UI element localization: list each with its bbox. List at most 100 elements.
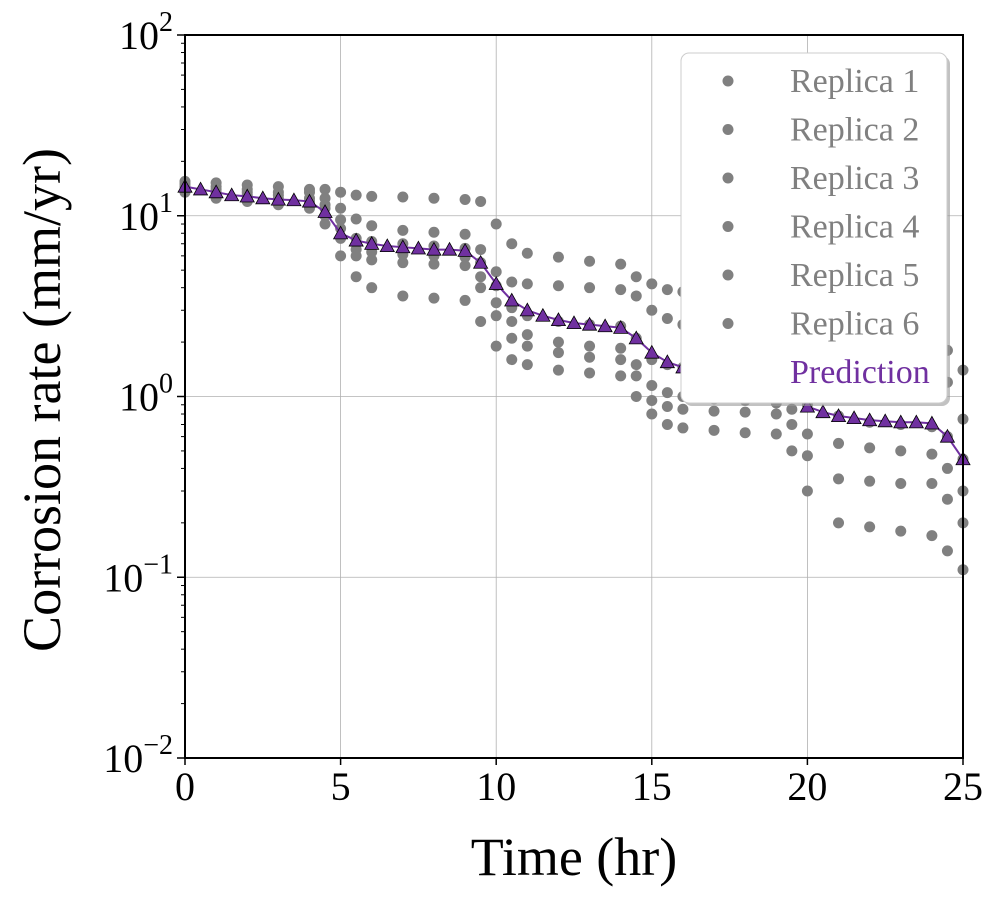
data-point: [397, 257, 409, 269]
data-point: [350, 189, 362, 201]
data-point: [646, 395, 658, 407]
data-point: [584, 367, 596, 379]
data-point: [615, 284, 627, 296]
data-point: [739, 427, 751, 439]
data-point: [397, 224, 409, 236]
x-tick-label: 20: [787, 764, 827, 809]
tick-layer: 0 5 10 15 20 25 10−2 10−1 100 101 102: [103, 7, 983, 809]
data-point: [366, 190, 378, 202]
data-point: [552, 336, 564, 348]
data-point: [661, 313, 673, 325]
prediction-point: [893, 414, 909, 429]
data-point: [506, 315, 518, 327]
data-point: [335, 250, 347, 262]
data-point: [630, 271, 642, 283]
legend-label: Replica 6: [790, 306, 919, 343]
data-point: [926, 530, 938, 542]
data-point: [646, 380, 658, 392]
y-axis-label: Corrosion rate (mm/yr): [12, 148, 72, 652]
prediction-point: [581, 316, 598, 331]
legend-marker: [722, 269, 734, 281]
prediction-point: [239, 188, 255, 203]
data-point: [786, 445, 798, 457]
y-tick-label: 10−2: [103, 730, 173, 781]
data-point: [630, 391, 642, 402]
data-point: [941, 545, 953, 557]
data-point: [428, 258, 440, 270]
y-tick-label: 102: [119, 7, 173, 58]
data-point: [428, 292, 440, 304]
data-point: [630, 359, 642, 371]
data-point: [475, 271, 487, 283]
data-point: [677, 422, 689, 434]
data-point: [770, 428, 782, 440]
data-point: [475, 195, 487, 207]
data-point: [584, 255, 596, 267]
prediction-point: [441, 241, 458, 256]
prediction-point: [815, 404, 831, 419]
prediction-point: [410, 240, 427, 255]
data-point: [490, 340, 502, 352]
data-point: [552, 364, 564, 376]
data-point: [615, 342, 627, 354]
data-point: [801, 428, 813, 440]
data-point: [459, 294, 471, 306]
legend-label: Replica 2: [790, 112, 919, 149]
legend-box: [680, 52, 948, 404]
data-point: [521, 247, 533, 259]
prediction-point: [301, 193, 318, 208]
data-point: [770, 408, 782, 420]
data-point: [319, 183, 331, 195]
prediction-point: [597, 318, 613, 333]
data-point: [459, 228, 471, 240]
data-point: [552, 347, 564, 359]
prediction-point: [379, 238, 395, 253]
prediction-point: [255, 190, 271, 205]
prediction-point: [659, 354, 676, 369]
prediction-point: [208, 184, 224, 199]
prediction-point: [830, 408, 847, 423]
legend-label: Prediction: [790, 354, 930, 391]
legend-marker: [722, 75, 734, 87]
legend-marker: [722, 124, 734, 135]
data-point: [864, 442, 876, 454]
data-point: [926, 448, 938, 460]
data-point: [506, 238, 518, 250]
data-point: [895, 525, 907, 537]
data-point: [475, 315, 487, 327]
data-point: [895, 445, 907, 457]
data-point: [646, 408, 658, 420]
data-point: [833, 473, 845, 485]
y-tick-label: 101: [119, 188, 173, 239]
data-point: [521, 340, 533, 352]
data-point: [708, 424, 720, 436]
data-point: [552, 251, 564, 263]
prediction-point: [644, 344, 660, 359]
data-point: [708, 405, 720, 417]
legend: Replica 1 Replica 2 Replica 3 Replica 4 Repl…: [680, 52, 950, 406]
prediction-point: [550, 312, 567, 326]
data-point: [350, 213, 362, 225]
legend-marker: [722, 221, 734, 232]
prediction-point: [908, 414, 924, 429]
data-point: [941, 462, 953, 474]
data-point: [833, 437, 845, 449]
data-point: [926, 478, 938, 490]
data-point: [490, 266, 502, 278]
data-point: [350, 250, 362, 262]
data-point: [864, 521, 876, 533]
data-point: [864, 475, 876, 487]
legend-label: Replica 1: [790, 63, 919, 100]
data-point: [786, 403, 798, 415]
data-point: [630, 370, 642, 382]
data-point: [459, 260, 471, 272]
data-point: [506, 332, 518, 344]
prediction-point: [861, 412, 878, 427]
legend-marker: [722, 318, 734, 329]
data-point: [428, 192, 440, 204]
legend-label: Replica 4: [790, 209, 919, 246]
data-point: [661, 418, 673, 430]
data-point: [615, 370, 627, 382]
x-tick-label: 25: [943, 764, 983, 809]
data-point: [335, 202, 347, 214]
